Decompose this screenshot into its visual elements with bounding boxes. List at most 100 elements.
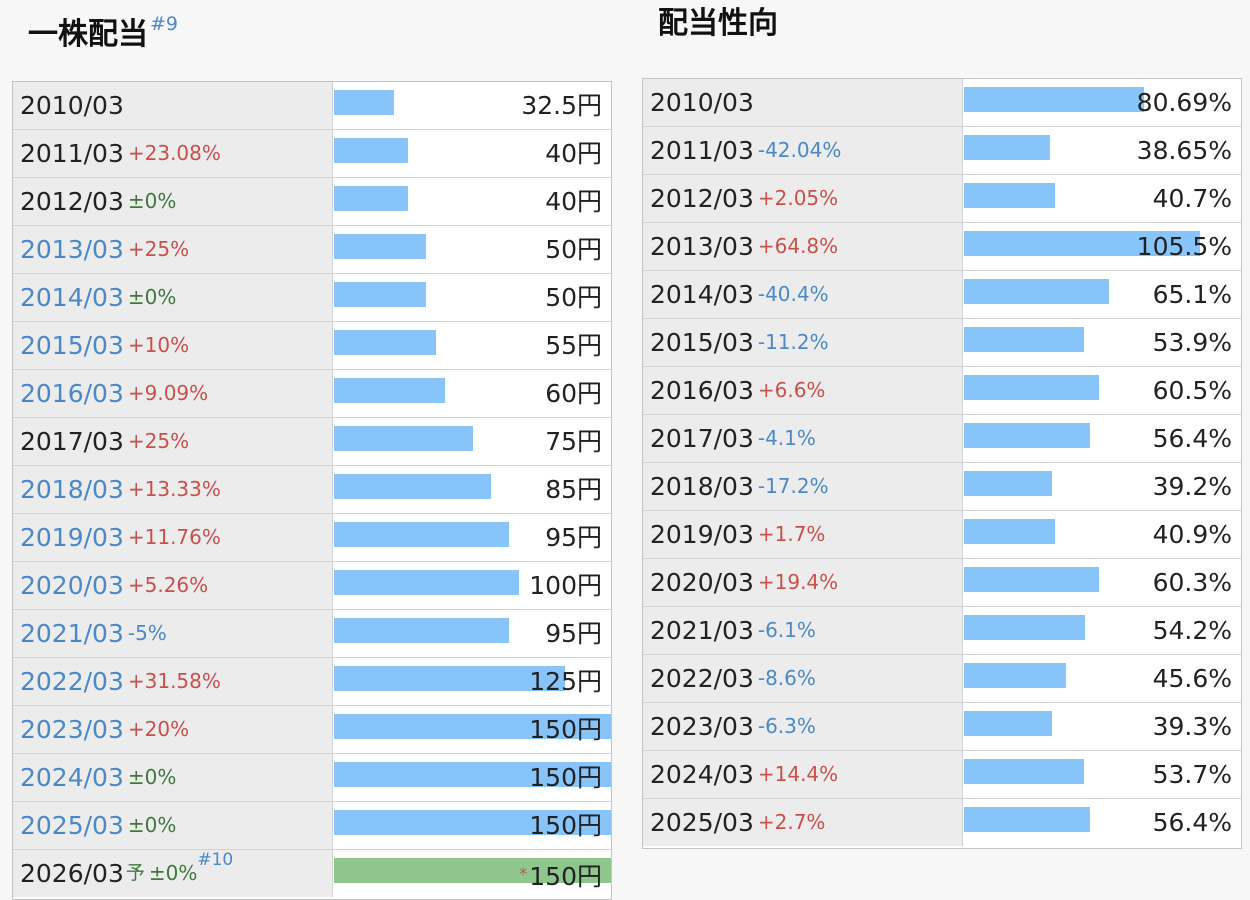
dividend-row: 2012/03 ±0% 40円 xyxy=(13,178,611,226)
dividend-row: 2022/03 +31.58% 125円 xyxy=(13,658,611,706)
payout-bar-area: 56.4% xyxy=(964,415,1241,462)
dividend-value-label: 95円 xyxy=(545,523,602,552)
payout-bar xyxy=(964,423,1090,448)
dividend-bar xyxy=(334,762,611,787)
payout-bar-area: 60.5% xyxy=(964,367,1241,414)
dividend-value-label: 40円 xyxy=(545,187,602,216)
dividend-year-label[interactable]: 2025/03 xyxy=(20,811,124,840)
dividend-bar xyxy=(334,858,611,883)
dividend-change-label: +25% xyxy=(127,237,190,261)
payout-row-label: 2018/03 -17.2% xyxy=(643,463,963,510)
dividend-value-label: 60円 xyxy=(545,379,602,408)
payout-value-label: 80.69% xyxy=(1136,88,1232,117)
dividend-bar-area: 150円 xyxy=(334,706,611,753)
dividend-year-label[interactable]: 2014/03 xyxy=(20,283,124,312)
dividend-row-label: 2013/03 +25% xyxy=(13,226,333,273)
dividend-bar xyxy=(334,234,426,259)
dividend-year-label[interactable]: 2022/03 xyxy=(20,667,124,696)
payout-bar xyxy=(964,471,1052,496)
payout-bar-area: 40.9% xyxy=(964,511,1241,558)
payout-bar xyxy=(964,807,1090,832)
dividend-row: 2011/03 +23.08% 40円 xyxy=(13,130,611,178)
dividend-forecast-note-link[interactable]: #10 xyxy=(197,850,234,870)
dividend-row-label: 2024/03 ±0% xyxy=(13,754,333,801)
payout-year-label: 2012/03 xyxy=(650,184,754,213)
payout-value-label: 105.5% xyxy=(1136,232,1232,261)
dividend-value-label: 150円 xyxy=(529,811,602,840)
dividend-year-label[interactable]: 2019/03 xyxy=(20,523,124,552)
payout-year-label: 2019/03 xyxy=(650,520,754,549)
dividend-year-label: 2026/03 xyxy=(20,859,124,888)
payout-value-label: 39.3% xyxy=(1152,712,1232,741)
dividend-row: 2023/03 +20% 150円 xyxy=(13,706,611,754)
dividend-bar-area: *150円 xyxy=(334,850,611,897)
payout-title-text: 配当性向 xyxy=(658,6,778,41)
payout-row-label: 2020/03 +19.4% xyxy=(643,559,963,606)
payout-year-label: 2017/03 xyxy=(650,424,754,453)
payout-change-label: +64.8% xyxy=(757,234,839,258)
dividend-title-note-link[interactable]: #9 xyxy=(150,13,179,35)
dividend-year-label[interactable]: 2018/03 xyxy=(20,475,124,504)
payout-value-label: 53.7% xyxy=(1152,760,1232,789)
payout-value-label: 40.9% xyxy=(1152,520,1232,549)
dividend-row: 2010/03 32.5円 xyxy=(13,82,611,130)
payout-row-label: 2010/03 xyxy=(643,79,963,126)
payout-bar-area: 80.69% xyxy=(964,79,1241,126)
dividend-bar-area: 150円 xyxy=(334,754,611,801)
payout-row: 2012/03 +2.05% 40.7% xyxy=(643,175,1241,223)
dividend-year-label[interactable]: 2013/03 xyxy=(20,235,124,264)
dividend-row: 2018/03 +13.33% 85円 xyxy=(13,466,611,514)
dividend-value-label: 50円 xyxy=(545,235,602,264)
dividend-bar xyxy=(334,186,408,211)
payout-bar-area: 39.3% xyxy=(964,703,1241,750)
dividend-bar-area: 40円 xyxy=(334,130,611,177)
dividend-value-label: 150円 xyxy=(529,763,602,792)
payout-row: 2019/03 +1.7% 40.9% xyxy=(643,511,1241,559)
payout-change-label: -8.6% xyxy=(757,666,816,690)
payout-bar xyxy=(964,279,1109,304)
dividend-row-label: 2014/03 ±0% xyxy=(13,274,333,321)
payout-bar xyxy=(964,663,1066,688)
payout-row-label: 2016/03 +6.6% xyxy=(643,367,963,414)
dividend-bar-area: 150円 xyxy=(334,802,611,849)
payout-year-label: 2023/03 xyxy=(650,712,754,741)
payout-row-label: 2012/03 +2.05% xyxy=(643,175,963,222)
payout-bar xyxy=(964,375,1099,400)
dividend-bar xyxy=(334,618,509,643)
payout-row-label: 2011/03 -42.04% xyxy=(643,127,963,174)
dividend-value-label: 85円 xyxy=(545,475,602,504)
dividend-value-label: 55円 xyxy=(545,331,602,360)
payout-row: 2015/03 -11.2% 53.9% xyxy=(643,319,1241,367)
payout-value-label: 56.4% xyxy=(1152,424,1232,453)
dividend-year-label[interactable]: 2021/03 xyxy=(20,619,124,648)
dividend-year-label[interactable]: 2020/03 xyxy=(20,571,124,600)
payout-change-label: -11.2% xyxy=(757,330,829,354)
payout-row-label: 2013/03 +64.8% xyxy=(643,223,963,270)
dividend-value-label: 150円 xyxy=(529,715,602,744)
payout-change-label: -6.3% xyxy=(757,714,816,738)
dividend-year-label: 2010/03 xyxy=(20,91,124,120)
payout-row-label: 2021/03 -6.1% xyxy=(643,607,963,654)
payout-value-label: 40.7% xyxy=(1152,184,1232,213)
dividend-bar-area: 85円 xyxy=(334,466,611,513)
dividend-year-label[interactable]: 2015/03 xyxy=(20,331,124,360)
dividend-change-label: +31.58% xyxy=(127,669,221,693)
dividend-year-label[interactable]: 2016/03 xyxy=(20,379,124,408)
payout-row: 2023/03 -6.3% 39.3% xyxy=(643,703,1241,751)
payout-row: 2024/03 +14.4% 53.7% xyxy=(643,751,1241,799)
payout-bar xyxy=(964,615,1085,640)
payout-change-label: +6.6% xyxy=(757,378,826,402)
dividend-bar-area: 32.5円 xyxy=(334,82,611,129)
dividend-year-label[interactable]: 2023/03 xyxy=(20,715,124,744)
payout-row: 2021/03 -6.1% 54.2% xyxy=(643,607,1241,655)
dividend-bar-area: 95円 xyxy=(334,514,611,561)
dividend-row-label: 2011/03 +23.08% xyxy=(13,130,333,177)
payout-row: 2025/03 +2.7% 56.4% xyxy=(643,799,1241,847)
dividend-row-label: 2025/03 ±0% xyxy=(13,802,333,849)
dividend-change-label: +23.08% xyxy=(127,141,221,165)
dividend-forecast-mark: 予 xyxy=(125,862,145,884)
dividend-row: 2015/03 +10% 55円 xyxy=(13,322,611,370)
dividend-bar xyxy=(334,810,611,835)
dividend-bar xyxy=(334,666,565,691)
dividend-year-label[interactable]: 2024/03 xyxy=(20,763,124,792)
